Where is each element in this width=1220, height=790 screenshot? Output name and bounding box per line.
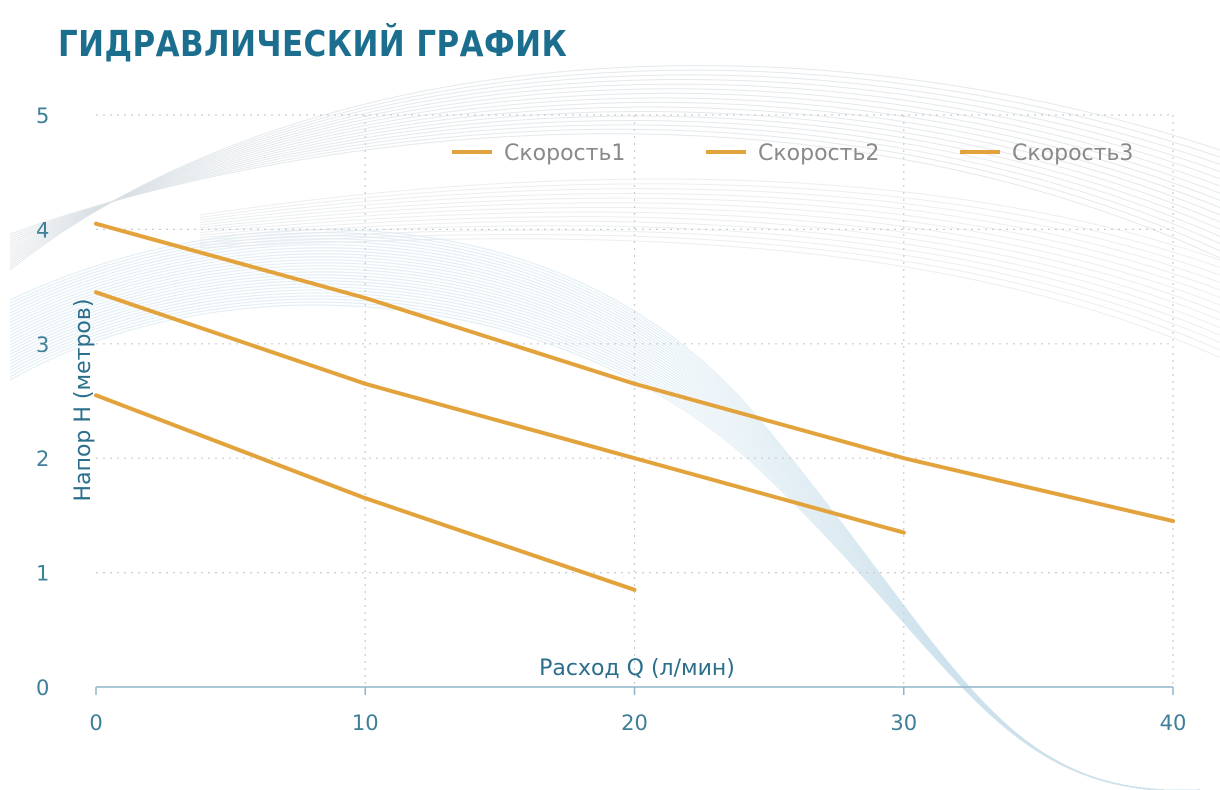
background-wave-decoration [9,65,1220,790]
y-tick-label: 0 [36,676,49,700]
legend-label-1: Скорость1 [504,141,625,166]
x-tick-label: 0 [89,711,102,735]
series-lines [94,221,1175,592]
chart-title: ГИДРАВЛИЧЕСКИЙ ГРАФИК [58,24,568,65]
series-line-1 [94,221,1175,524]
y-tick-label: 1 [36,562,49,586]
axes: 0 1 2 3 4 5 0 10 20 30 40 [36,104,1186,735]
x-tick-label: 30 [890,711,917,735]
legend-label-3: Скорость3 [1012,141,1133,166]
y-tick-label: 3 [36,333,49,357]
y-axis-label: Напор H (метров) [71,299,96,502]
x-axis-label: Расход Q (л/мин) [539,656,735,681]
x-tick-label: 40 [1160,711,1187,735]
x-tick-label: 20 [621,711,648,735]
y-tick-label: 2 [36,447,49,471]
grid-lines [96,114,1174,687]
legend: Скорость1 Скорость2 Скорость3 [452,141,1133,166]
x-tick-label: 10 [352,711,379,735]
y-tick-label: 5 [36,104,49,128]
series-line-3 [94,393,637,592]
legend-label-2: Скорость2 [758,141,879,166]
y-tick-label: 4 [36,218,49,242]
series-line-2 [94,290,906,535]
